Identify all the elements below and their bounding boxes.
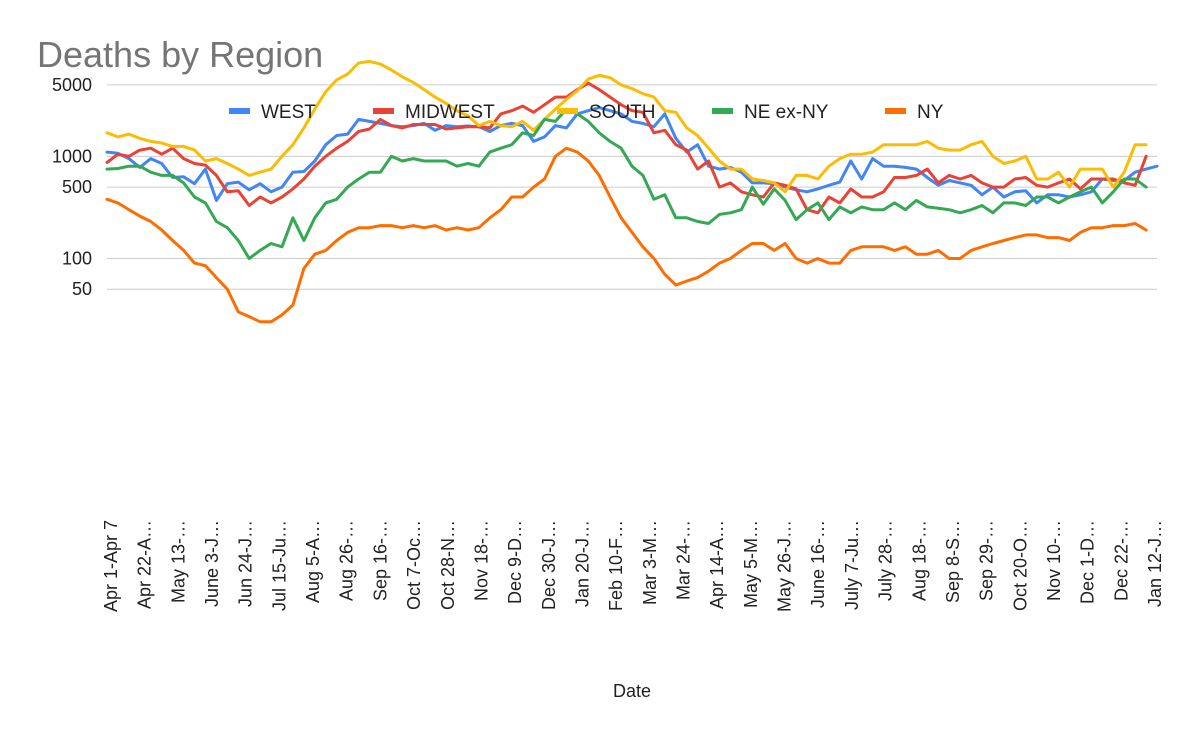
legend: WEST MIDWEST SOUTH NE ex-NY NY [229, 102, 944, 123]
legend-item-west: WEST [229, 102, 316, 123]
legend-item-ny: NY [885, 102, 944, 123]
x-tick-label: Apr 22-A… [135, 520, 155, 609]
legend-swatch [229, 108, 250, 114]
legend-label: MIDWEST [405, 102, 495, 123]
x-tick-label: Nov 10-… [1044, 520, 1064, 601]
x-tick-label: Nov 18-… [472, 520, 492, 601]
x-tick-label: June 3-J… [202, 520, 222, 607]
x-tick-label: Oct 28-N… [438, 520, 458, 610]
x-tick-label: Dec 9-D… [505, 520, 525, 604]
x-tick-label: Mar 24-… [674, 520, 694, 600]
x-tick-label: May 26-J… [775, 520, 795, 612]
y-tick-label: 1000 [52, 146, 92, 166]
legend-item-south: SOUTH [557, 102, 656, 123]
legend-swatch [885, 108, 906, 114]
legend-swatch [712, 108, 733, 114]
x-tick-label: Feb 10-F… [606, 520, 626, 611]
y-tick-label: 50 [72, 279, 92, 299]
x-tick-label: Sep 8-S… [943, 520, 963, 603]
x-axis-tick-labels: Apr 1-Apr 7 Apr 22-A… May 13-… June 3-J… Jun… [101, 520, 1165, 612]
x-tick-label: Aug 26-… [337, 520, 357, 601]
legend-label: WEST [261, 102, 316, 123]
legend-label: NY [917, 102, 944, 123]
x-tick-label: Jan 20-J… [573, 520, 593, 607]
y-tick-label: 5000 [52, 75, 92, 95]
x-tick-label: May 13-… [168, 520, 188, 603]
legend-swatch [557, 108, 578, 114]
x-tick-label: Jan 12-J… [1145, 520, 1165, 607]
y-axis-tick-labels: 50 100 500 1000 5000 [52, 75, 92, 299]
legend-item-ne-ex-ny: NE ex-NY [712, 102, 829, 123]
x-tick-label: Apr 14-A… [707, 520, 727, 609]
x-tick-label: Dec 1-D… [1078, 520, 1098, 604]
series-line-ne-ex-ny [105, 107, 1148, 260]
x-tick-label: Jul 15-Ju… [269, 520, 289, 611]
series-line-west [105, 106, 1159, 205]
legend-swatch [373, 108, 394, 114]
series-line-south [105, 59, 1148, 194]
series-line-midwest [105, 81, 1148, 215]
x-tick-label: Aug 18-… [909, 520, 929, 601]
series-lines [105, 59, 1159, 324]
x-tick-label: June 16-… [808, 520, 828, 608]
x-tick-label: Apr 1-Apr 7 [101, 520, 121, 612]
legend-item-midwest: MIDWEST [373, 102, 495, 123]
x-tick-label: May 5-M… [741, 520, 761, 608]
legend-label: SOUTH [589, 102, 656, 123]
chart-title: Deaths by Region [37, 34, 324, 75]
x-tick-label: Sep 29-… [977, 520, 997, 601]
series-line-ny [105, 146, 1148, 324]
y-tick-label: 500 [62, 177, 92, 197]
x-tick-label: Jun 24-J… [236, 520, 256, 607]
x-tick-label: Dec 22-… [1111, 520, 1131, 601]
x-tick-label: July 7-Ju… [842, 520, 862, 610]
legend-label: NE ex-NY [744, 102, 829, 123]
x-tick-label: Sep 16-… [370, 520, 390, 601]
x-tick-label: Oct 7-Oc… [404, 520, 424, 610]
x-tick-label: Oct 20-O… [1010, 520, 1030, 611]
x-tick-label: Dec 30-J… [539, 520, 559, 610]
x-axis-title: Date [613, 681, 651, 701]
x-tick-label: Aug 5-A… [303, 520, 323, 603]
x-tick-label: July 28-… [876, 520, 896, 601]
y-tick-label: 100 [62, 248, 92, 268]
x-tick-label: Mar 3-M… [640, 520, 660, 605]
